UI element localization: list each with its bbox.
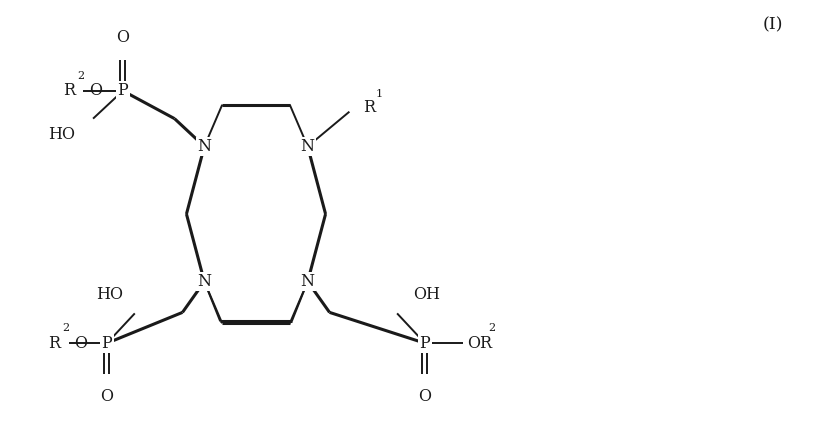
Text: P: P xyxy=(101,335,112,352)
Text: 2: 2 xyxy=(62,323,69,333)
Text: OR: OR xyxy=(467,335,492,352)
Text: O: O xyxy=(89,82,102,99)
Text: O: O xyxy=(116,29,130,46)
Text: (I): (I) xyxy=(762,17,783,34)
Text: N: N xyxy=(197,138,211,155)
Text: N: N xyxy=(197,273,211,290)
Text: O: O xyxy=(101,388,114,405)
Text: R: R xyxy=(63,82,75,99)
Text: OH: OH xyxy=(413,286,440,303)
Text: N: N xyxy=(300,273,314,290)
Text: P: P xyxy=(117,82,128,99)
Text: O: O xyxy=(418,388,431,405)
Text: 2: 2 xyxy=(78,71,84,81)
Text: P: P xyxy=(420,335,431,352)
Text: HO: HO xyxy=(96,286,123,303)
Text: R: R xyxy=(48,335,60,352)
Text: R: R xyxy=(363,99,375,116)
Text: N: N xyxy=(300,138,314,155)
Text: O: O xyxy=(74,335,87,352)
Text: 2: 2 xyxy=(488,323,496,333)
Text: 1: 1 xyxy=(375,89,382,99)
Text: HO: HO xyxy=(48,125,75,143)
